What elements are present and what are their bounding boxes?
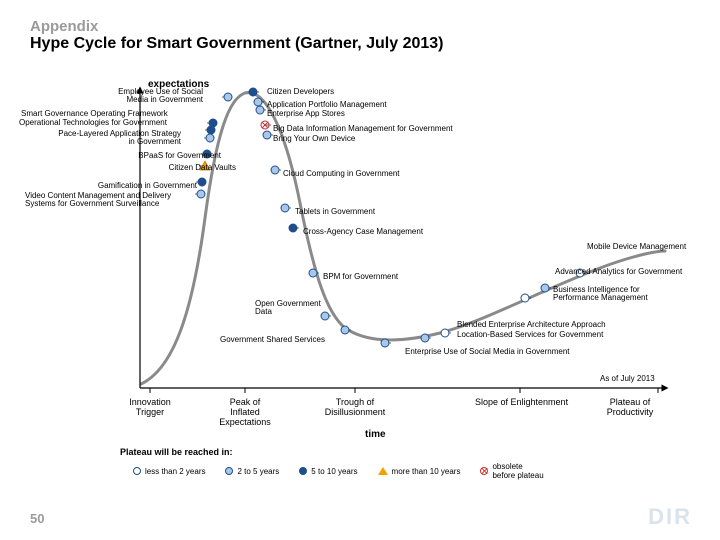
legend-label: 2 to 5 years: [237, 467, 279, 476]
legend-row: less than 2 years 2 to 5 years 5 to 10 yea…: [133, 462, 544, 480]
page-number: 50: [30, 511, 44, 526]
chart-point-label: Pace-Layered Application Strategy in Gov…: [51, 130, 181, 147]
phase-label: Trough of Disillusionment: [310, 398, 400, 418]
chart-point-label: Advanced Analytics for Government: [555, 268, 682, 276]
legend-item: less than 2 years: [133, 467, 205, 476]
chart-point-label: Enterprise Use of Social Media in Govern…: [405, 348, 570, 356]
phase-label: Innovation Trigger: [105, 398, 195, 418]
legend-label: 5 to 10 years: [311, 467, 357, 476]
as-of-label: As of July 2013: [600, 374, 655, 383]
phase-label: Peak of Inflated Expectations: [200, 398, 290, 428]
y-axis-title: expectations: [148, 80, 209, 91]
chart-point-label: Location-Based Services for Government: [457, 331, 603, 339]
chart-point-label: BPM for Government: [323, 273, 398, 281]
chart-point-label: Employee Use of Social Media in Governme…: [73, 88, 203, 105]
legend-label: more than 10 years: [392, 467, 461, 476]
chart-point-label: Mobile Device Management: [587, 243, 686, 251]
legend-title: Plateau will be reached in:: [120, 448, 233, 457]
chart-point-label: Cloud Computing in Government: [283, 170, 400, 178]
chart-point-label: Tablets in Government: [295, 208, 375, 216]
chart-point-label: Gamification in Government: [67, 182, 197, 190]
chart-point-label: Video Content Management and Delivery Sy…: [25, 192, 155, 209]
chart-point-label: Enterprise App Stores: [267, 110, 345, 118]
chart-point-label: Open Government Data: [255, 300, 321, 317]
legend-item: 5 to 10 years: [299, 467, 357, 476]
legend-label: less than 2 years: [145, 467, 205, 476]
x-axis-title: time: [365, 430, 386, 441]
legend-item: obsolete before plateau: [480, 462, 543, 480]
legend-label: obsolete before plateau: [492, 462, 543, 480]
phase-label: Slope of Enlightenment: [475, 398, 565, 408]
page-title: Hype Cycle for Smart Government (Gartner…: [30, 35, 443, 53]
chart-point-label: BPaaS for Government: [91, 152, 221, 160]
legend-item: 2 to 5 years: [225, 467, 279, 476]
chart-point-label: Government Shared Services: [220, 336, 325, 344]
hype-cycle-chart: Employee Use of Social Media in Governme…: [45, 68, 685, 488]
chart-point-label: Citizen Data Vaults: [106, 164, 236, 172]
legend-item: more than 10 years: [378, 467, 461, 476]
chart-point-label: Business Intelligence for Performance Ma…: [553, 286, 648, 303]
chart-point-label: Big Data Information Management for Gove…: [273, 125, 453, 133]
chart-point-label: Operational Technologies for Government: [19, 119, 149, 127]
chart-point-label: Citizen Developers: [267, 88, 334, 96]
chart-point-label: Blended Enterprise Architecture Approach: [457, 321, 606, 329]
appendix-label: Appendix: [30, 18, 98, 35]
chart-point-label: Bring Your Own Device: [273, 135, 355, 143]
chart-point-label: Cross-Agency Case Management: [303, 228, 423, 236]
phase-label: Plateau of Productivity: [585, 398, 675, 418]
logo: DIR: [648, 504, 692, 530]
